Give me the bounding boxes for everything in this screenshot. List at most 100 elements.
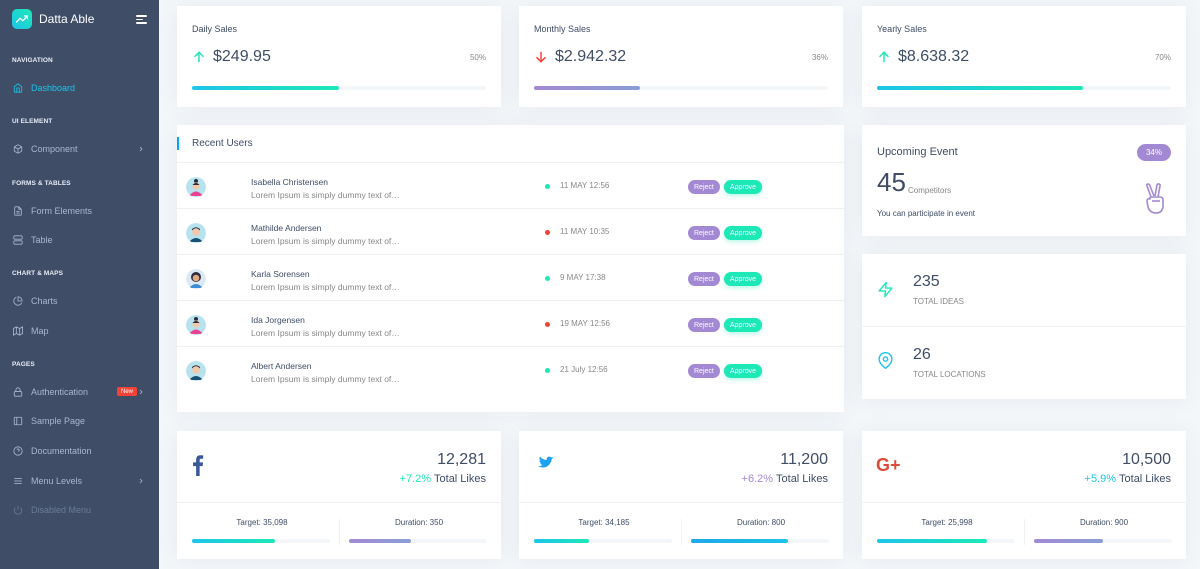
sidebar-item-authentication[interactable]: Authentication New bbox=[12, 384, 147, 400]
reject-button[interactable]: Reject bbox=[688, 180, 720, 194]
reject-button[interactable]: Reject bbox=[688, 226, 720, 240]
nav-caption-ui-element: UI Element bbox=[12, 118, 53, 125]
sidebar-item-label: Form Elements bbox=[31, 206, 93, 216]
user-description: Lorem Ipsum is simply dummy text of… bbox=[251, 282, 400, 292]
reject-button[interactable]: Reject bbox=[688, 272, 720, 286]
duration-stat: Duration: 800 bbox=[691, 518, 831, 527]
table-row: Karla Sorensen Lorem Ipsum is simply dum… bbox=[177, 255, 844, 301]
sidebar-item-map[interactable]: Map bbox=[12, 323, 147, 339]
nav-caption-chart-maps: Chart & Maps bbox=[12, 270, 64, 277]
approve-button[interactable]: Approve bbox=[724, 180, 763, 194]
google-plus-card: G+ 10,500 +5.9% Total Likes Target: 25,99… bbox=[862, 431, 1186, 559]
social-header: G+ 10,500 +5.9% Total Likes bbox=[862, 431, 1186, 503]
target-stat: Target: 34,185 bbox=[534, 518, 674, 527]
avatar bbox=[186, 223, 206, 243]
facebook-icon bbox=[191, 454, 205, 478]
sidebar-item-menu-levels[interactable]: Menu Levels bbox=[12, 473, 147, 489]
user-name: Albert Andersen bbox=[251, 361, 312, 371]
progress-fill bbox=[1034, 539, 1103, 543]
power-icon bbox=[12, 504, 24, 516]
social-header: 12,281 +7.2% Total Likes bbox=[177, 431, 501, 503]
sales-amount: $2.942.32 bbox=[555, 48, 627, 65]
approve-button[interactable]: Approve bbox=[724, 272, 763, 286]
duration-label: Duration: bbox=[1079, 518, 1113, 527]
duration-label: Duration: bbox=[394, 518, 428, 527]
stat-label: TOTAL LOCATIONS bbox=[913, 370, 986, 379]
divider bbox=[339, 519, 340, 545]
yearly-sales-card: Yearly Sales $8.638.32 70% bbox=[862, 6, 1186, 107]
likes-label: Total Likes bbox=[1119, 473, 1171, 485]
arrow-up-icon bbox=[194, 51, 204, 63]
progress-fill bbox=[877, 539, 988, 543]
approve-button[interactable]: Approve bbox=[724, 226, 763, 240]
status-dot bbox=[545, 184, 550, 189]
sidebar-item-label: Disabled Menu bbox=[31, 505, 92, 515]
duration-stat: Duration: 900 bbox=[1034, 518, 1174, 527]
server-icon bbox=[12, 234, 24, 246]
target-progress bbox=[534, 539, 672, 543]
twitter-card: 11,200 +6.2% Total Likes Target: 34,185 D… bbox=[519, 431, 843, 559]
likes-percent: +7.2% bbox=[399, 473, 432, 485]
status-dot bbox=[545, 276, 550, 281]
sidebar-icon bbox=[12, 415, 24, 427]
progress-fill bbox=[534, 86, 640, 90]
sidebar-item-label: Component bbox=[31, 144, 78, 154]
stats-card: 235 TOTAL IDEAS 26 TOTAL LOCATIONS bbox=[862, 254, 1186, 399]
map-icon bbox=[12, 325, 24, 337]
sidebar-item-charts[interactable]: Charts bbox=[12, 293, 147, 309]
likes-percent: +5.9% bbox=[1084, 473, 1117, 485]
event-count-label: Competitors bbox=[908, 186, 952, 195]
user-description: Lorem Ipsum is simply dummy text of… bbox=[251, 190, 400, 200]
approve-button[interactable]: Approve bbox=[724, 364, 763, 378]
approve-button[interactable]: Approve bbox=[724, 318, 763, 332]
nav-caption-forms-tables: Forms & Tables bbox=[12, 180, 71, 187]
sidebar-item-label: Menu Levels bbox=[31, 476, 83, 486]
stat-value: 235 bbox=[913, 273, 940, 290]
victory-hand-icon bbox=[1142, 183, 1168, 217]
user-date: 11 MAY 12:56 bbox=[560, 181, 610, 190]
stat-label: TOTAL IDEAS bbox=[913, 297, 964, 306]
sidebar-item-table[interactable]: Table bbox=[12, 232, 147, 248]
table-row: Mathilde Andersen Lorem Ipsum is simply … bbox=[177, 209, 844, 255]
menu-toggle-icon[interactable] bbox=[136, 15, 147, 26]
pie-chart-icon bbox=[12, 295, 24, 307]
likes-summary: +7.2% Total Likes bbox=[400, 473, 486, 485]
duration-progress bbox=[349, 539, 487, 543]
reject-button[interactable]: Reject bbox=[688, 318, 720, 332]
progress-fill bbox=[349, 539, 412, 543]
recent-users-card: Recent Users Isabella Christensen Lorem … bbox=[177, 125, 844, 412]
sidebar-item-documentation[interactable]: Documentation bbox=[12, 443, 147, 459]
sidebar-item-disabled-menu: Disabled Menu bbox=[12, 502, 147, 518]
sidebar-item-sample-page[interactable]: Sample Page bbox=[12, 413, 147, 429]
sales-progress bbox=[877, 86, 1171, 90]
map-pin-icon bbox=[877, 351, 894, 372]
sales-value: $2.942.32 bbox=[534, 48, 626, 66]
duration-value: 800 bbox=[771, 518, 786, 527]
stat-row: 26 TOTAL LOCATIONS bbox=[862, 327, 1186, 399]
likes-count: 10,500 bbox=[1122, 451, 1171, 468]
reject-button[interactable]: Reject bbox=[688, 364, 720, 378]
likes-count: 12,281 bbox=[437, 451, 486, 468]
brand-name: Datta Able bbox=[39, 12, 95, 26]
user-date: 9 MAY 17:38 bbox=[560, 273, 606, 282]
divider bbox=[1024, 519, 1025, 545]
user-date: 19 MAY 12:56 bbox=[560, 319, 610, 328]
sidebar-item-component[interactable]: Component bbox=[12, 141, 147, 157]
chevron-right-icon bbox=[137, 144, 145, 156]
brand[interactable]: Datta Able bbox=[0, 0, 159, 38]
user-description: Lorem Ipsum is simply dummy text of… bbox=[251, 374, 400, 384]
menu-icon bbox=[12, 475, 24, 487]
sidebar-item-dashboard[interactable]: Dashboard bbox=[12, 80, 147, 96]
sidebar-item-label: Map bbox=[31, 326, 49, 336]
sidebar-item-form-elements[interactable]: Form Elements bbox=[12, 203, 147, 219]
facebook-card: 12,281 +7.2% Total Likes Target: 35,098 D… bbox=[177, 431, 501, 559]
sales-amount: $8.638.32 bbox=[898, 48, 970, 65]
likes-label: Total Likes bbox=[434, 473, 486, 485]
progress-fill bbox=[534, 539, 590, 543]
new-badge: New bbox=[116, 387, 137, 396]
sales-progress bbox=[192, 86, 486, 90]
target-progress bbox=[877, 539, 1015, 543]
divider bbox=[681, 519, 682, 545]
upcoming-event-card: Upcoming Event 34% 45 Competitors You ca… bbox=[862, 125, 1186, 236]
zap-icon bbox=[877, 281, 894, 300]
